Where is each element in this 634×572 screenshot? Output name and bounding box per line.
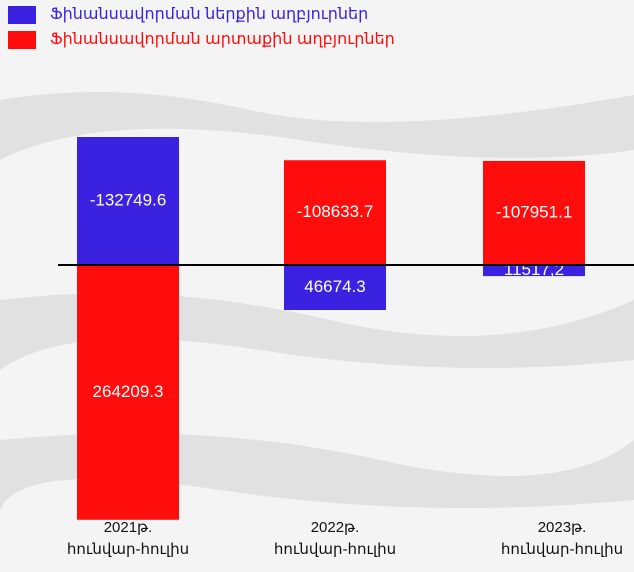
bar-label: -132749.6 (90, 190, 167, 209)
x-tick-label: 2021թ. հունվար-հուլիս (67, 519, 189, 558)
bar-label: -107951.1 (496, 202, 573, 221)
x-tick-label-line: հունվար-հուլիս (501, 541, 623, 558)
bar (483, 265, 585, 277)
x-tick-label-line: 2023թ. (538, 519, 587, 536)
x-tick-label: 2023թ. հունվար-հուլիս (501, 519, 623, 558)
x-tick-label-line: 2021թ. (104, 519, 153, 536)
bar-label: -108633.7 (297, 202, 374, 221)
bar-label: 46674.3 (304, 277, 365, 296)
x-tick-label: 2022թ. հունվար-հուլիս (274, 519, 396, 558)
x-tick-label-line: հունվար-հուլիս (67, 541, 189, 558)
x-tick-label-line: 2022թ. (311, 519, 360, 536)
legend-label: Ֆինանսավորման ներքին աղբյուրներ (50, 6, 368, 23)
legend-swatch (8, 31, 36, 49)
bar-label: 264209.3 (93, 382, 164, 401)
bar (284, 265, 386, 311)
bar (77, 265, 179, 520)
x-tick-label-line: հունվար-հուլիս (274, 541, 396, 558)
legend-swatch (8, 6, 36, 24)
legend-label: Ֆինանսավորման արտաքին աղբյուրներ (50, 31, 395, 48)
bar (77, 136, 179, 265)
bar (483, 160, 585, 265)
bar (284, 160, 386, 265)
